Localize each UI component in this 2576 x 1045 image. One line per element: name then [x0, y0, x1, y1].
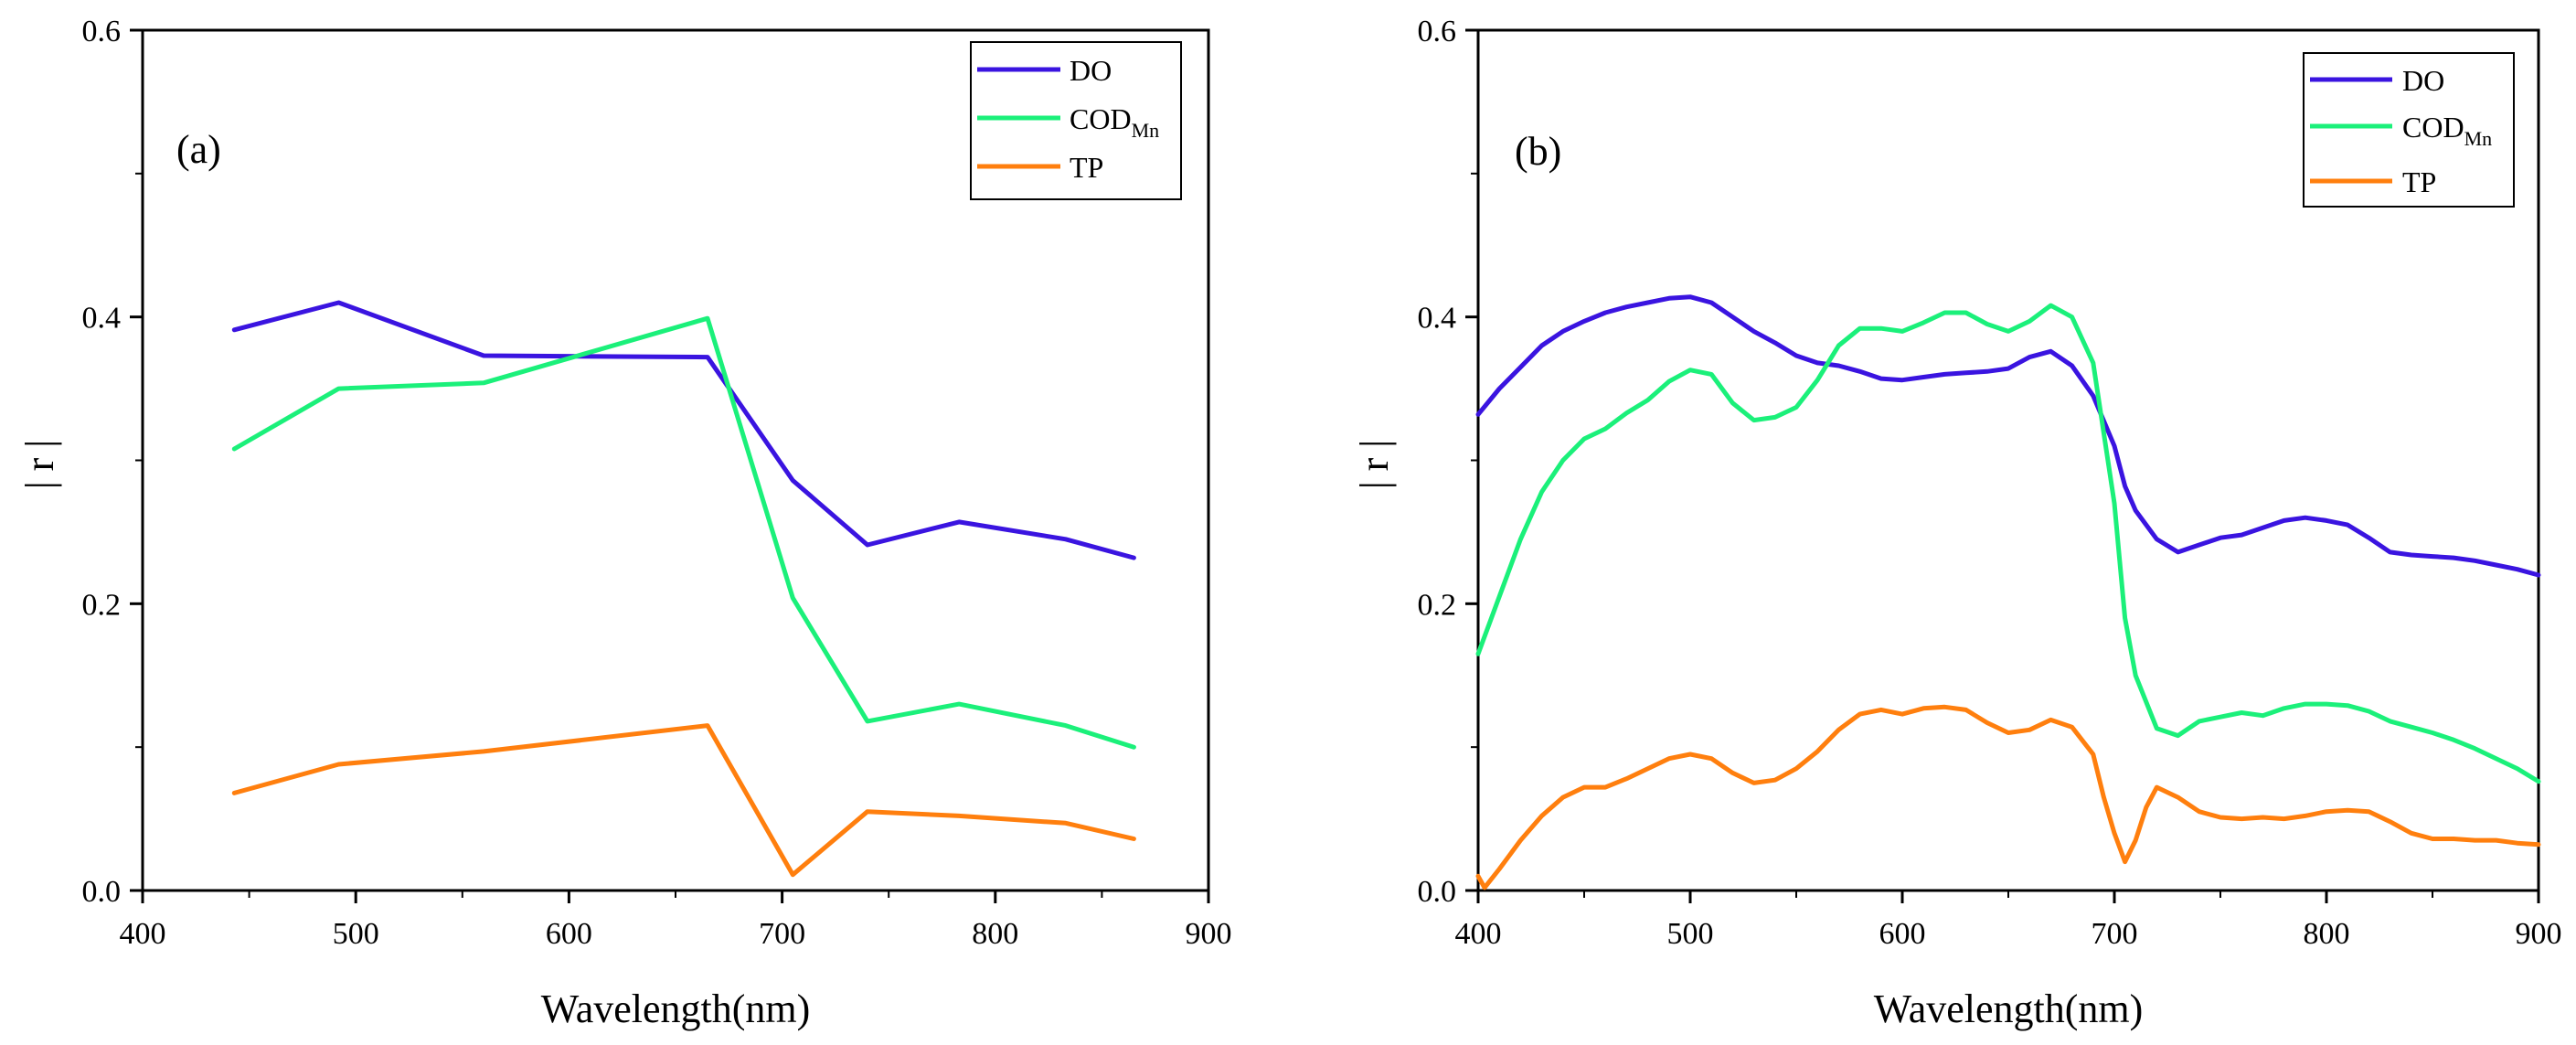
panel-a-y-tick-label: 0.0 [82, 875, 122, 909]
panel-a-legend-label-tp: TP [1070, 151, 1103, 184]
panel-b-x-tick-label: 800 [2304, 917, 2350, 951]
panel-b-legend-label-cod: CODMn [2402, 111, 2492, 150]
panel-a-legend-label-cod: CODMn [1070, 102, 1159, 142]
panel-b-y-tick-label: 0.2 [1418, 588, 1457, 622]
panel-b-ticks: 400 500 600 700 800 900 0.0 0.2 0.4 0.6 [1418, 15, 2562, 951]
panel-a-legend: DO CODMn TP [970, 41, 1182, 200]
panel-a-x-tick-label: 700 [759, 917, 805, 951]
panel-a-y-tick-label: 0.2 [82, 588, 122, 622]
panel-a-x-tick-label: 500 [333, 917, 379, 951]
panel-b-y-axis-title: | r | [1352, 440, 1397, 489]
panel-b-legend-label-do: DO [2402, 64, 2444, 97]
panel-b-x-tick-label: 500 [1667, 917, 1714, 951]
panel-a-x-tick-label: 900 [1186, 917, 1232, 951]
panel-a-x-tick-label: 400 [120, 917, 166, 951]
panel-a: 400 500 600 700 800 900 0.0 0.2 0.4 0.6 (a) Wavel… [17, 15, 1232, 1031]
panel-b-x-tick-label: 700 [2092, 917, 2138, 951]
panel-a-y-axis-title: | r | [17, 440, 62, 489]
panel-b-x-tick-label: 400 [1455, 917, 1502, 951]
panel-b-y-tick-label: 0.6 [1418, 15, 1457, 48]
panel-a-legend-label-do: DO [1070, 54, 1112, 87]
panel-a-y-tick-label: 0.4 [82, 302, 122, 336]
panel-b-series [1475, 294, 2541, 890]
panel-b-y-tick-label: 0.0 [1418, 875, 1457, 909]
panel-b-x-axis-title: Wavelength(nm) [1874, 986, 2144, 1031]
panel-b-label: (b) [1515, 129, 1561, 174]
panel-a-x-axis-title: Wavelength(nm) [541, 986, 811, 1031]
panel-a-x-tick-label: 600 [546, 917, 592, 951]
panel-b-x-tick-label: 900 [2516, 917, 2562, 951]
panel-a-ticks: 400 500 600 700 800 900 0.0 0.2 0.4 0.6 [82, 15, 1232, 951]
panel-a-series [231, 300, 1136, 878]
panel-a-series-do-line [231, 300, 1136, 560]
panel-a-x-tick-label: 800 [972, 917, 1018, 951]
panel-b-y-tick-label: 0.4 [1418, 302, 1457, 336]
panel-b-x-tick-label: 600 [1879, 917, 1926, 951]
panel-a-y-tick-label: 0.6 [82, 15, 122, 48]
panel-a-series-codmn-line [231, 315, 1136, 750]
panel-b-series-codmn-line [1475, 303, 2541, 784]
panel-b-legend-label-tp: TP [2402, 165, 2436, 198]
panel-b-legend: DO CODMn TP [2303, 52, 2515, 208]
panel-b-series-tp-line [1475, 704, 2541, 890]
panel-b-series-do-line [1475, 294, 2541, 578]
panel-a-label: (a) [176, 127, 221, 172]
panel-a-series-tp-line [231, 723, 1136, 878]
panel-b: 400 500 600 700 800 900 0.0 0.2 0.4 0.6 (b) Wavel… [1352, 15, 2562, 1031]
